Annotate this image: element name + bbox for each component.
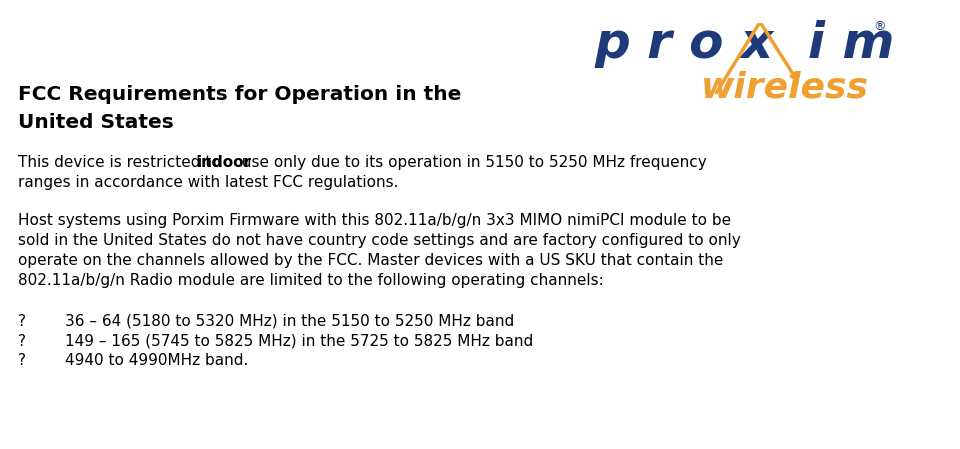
Text: ?        149 – 165 (5745 to 5825 MHz) in the 5725 to 5825 MHz band: ? 149 – 165 (5745 to 5825 MHz) in the 57… [18, 333, 533, 348]
Text: United States: United States [18, 113, 174, 132]
Text: indoor: indoor [197, 155, 252, 170]
Text: 802.11a/b/g/n Radio module are limited to the following operating channels:: 802.11a/b/g/n Radio module are limited t… [18, 273, 604, 288]
Text: use only due to its operation in 5150 to 5250 MHz frequency: use only due to its operation in 5150 to… [237, 155, 707, 170]
Text: This device is restricted to: This device is restricted to [18, 155, 226, 170]
Text: ®: ® [873, 20, 885, 33]
Text: FCC Requirements for Operation in the: FCC Requirements for Operation in the [18, 85, 462, 104]
Text: wireless: wireless [701, 70, 869, 104]
Text: operate on the channels allowed by the FCC. Master devices with a US SKU that co: operate on the channels allowed by the F… [18, 253, 724, 268]
Text: sold in the United States do not have country code settings and are factory conf: sold in the United States do not have co… [18, 233, 741, 248]
Text: ranges in accordance with latest FCC regulations.: ranges in accordance with latest FCC reg… [18, 175, 398, 190]
Text: ?        36 – 64 (5180 to 5320 MHz) in the 5150 to 5250 MHz band: ? 36 – 64 (5180 to 5320 MHz) in the 5150… [18, 313, 515, 328]
Text: p r o x  i m: p r o x i m [595, 20, 896, 68]
Text: ?        4940 to 4990MHz band.: ? 4940 to 4990MHz band. [18, 353, 249, 368]
Text: Host systems using Porxim Firmware with this 802.11a/b/g/n 3x3 MIMO nimiPCI modu: Host systems using Porxim Firmware with … [18, 213, 732, 228]
